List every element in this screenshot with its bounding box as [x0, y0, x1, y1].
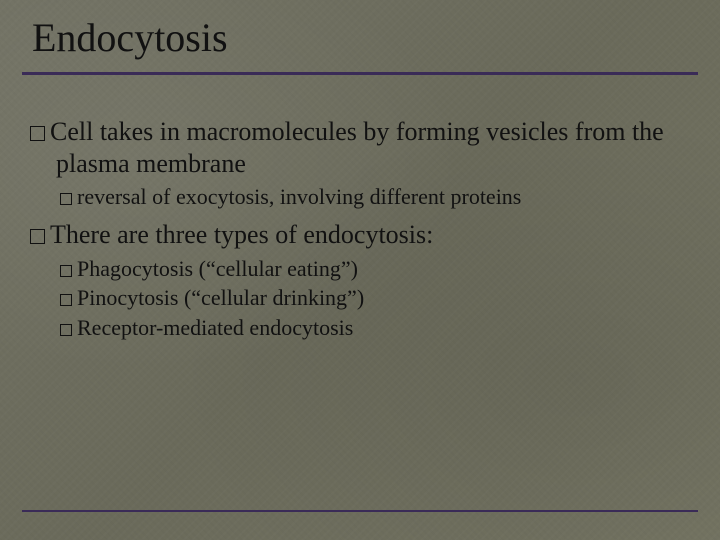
bullet-text: Pinocytosis (“cellular drinking”)	[77, 285, 364, 310]
bullet-level1: There are three types of endocytosis:	[30, 219, 690, 251]
content-area: Cell takes in macromolecules by forming …	[30, 116, 690, 349]
bullet-text: reversal of exocytosis, involving differ…	[77, 184, 521, 209]
bullet-level2: Pinocytosis (“cellular drinking”)	[60, 284, 690, 312]
title-underline	[22, 72, 698, 75]
bullet-level1: Cell takes in macromolecules by forming …	[30, 116, 690, 179]
square-bullet-icon	[60, 294, 72, 306]
square-bullet-icon	[30, 229, 45, 244]
bullet-text: Phagocytosis (“cellular eating”)	[77, 256, 358, 281]
bullet-level2: reversal of exocytosis, involving differ…	[60, 183, 690, 211]
bullet-group-1: Cell takes in macromolecules by forming …	[30, 116, 690, 211]
square-bullet-icon	[60, 193, 72, 205]
bullet-group-2: There are three types of endocytosis: Ph…	[30, 219, 690, 341]
slide-title: Endocytosis	[32, 14, 228, 61]
square-bullet-icon	[30, 126, 45, 141]
slide: Endocytosis Cell takes in macromolecules…	[0, 0, 720, 540]
bullet-level2: Receptor-mediated endocytosis	[60, 314, 690, 342]
footer-rule	[22, 510, 698, 512]
bullet-text: Cell takes in macromolecules by forming …	[50, 117, 664, 178]
bullet-text: Receptor-mediated endocytosis	[77, 315, 353, 340]
square-bullet-icon	[60, 265, 72, 277]
bullet-level2: Phagocytosis (“cellular eating”)	[60, 255, 690, 283]
bullet-text: There are three types of endocytosis:	[50, 220, 433, 249]
square-bullet-icon	[60, 324, 72, 336]
